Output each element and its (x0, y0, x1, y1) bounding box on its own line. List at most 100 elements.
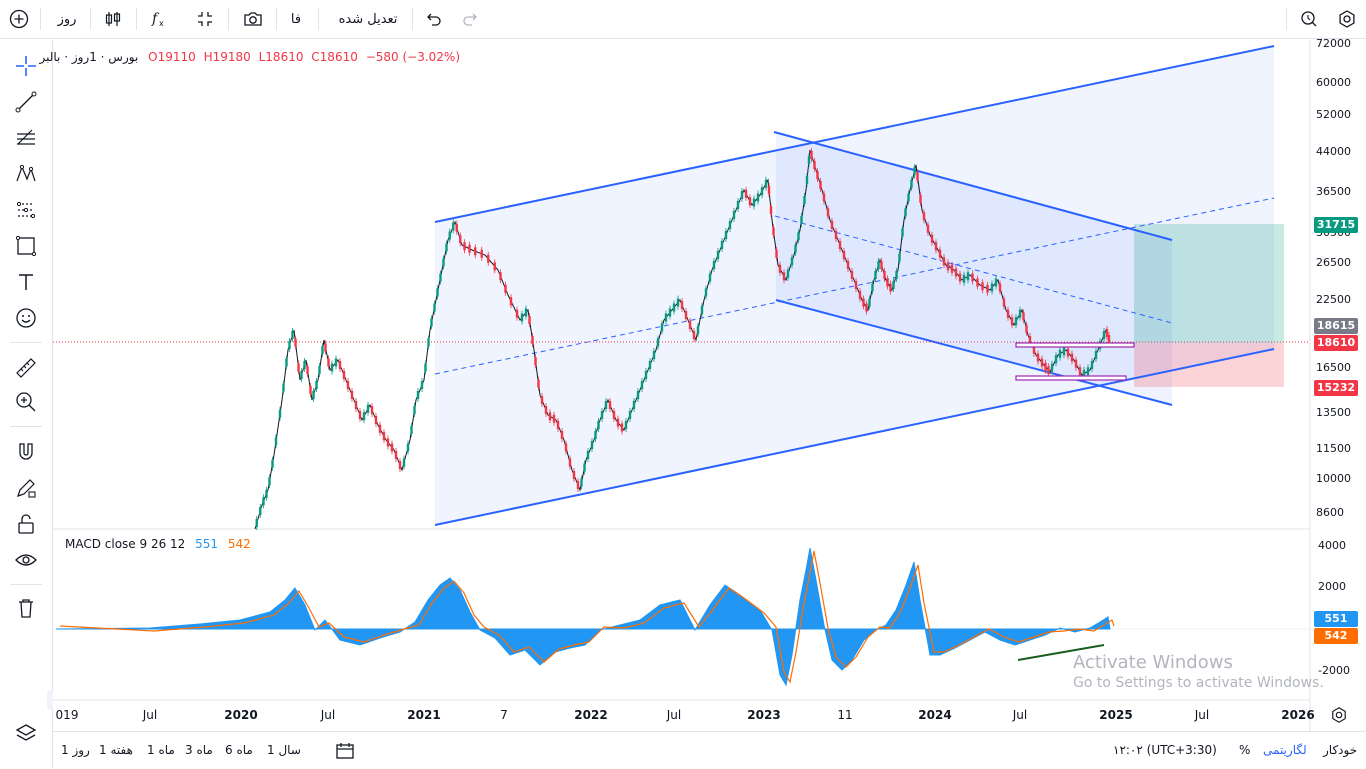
range-1d[interactable]: 1 روز (61, 743, 90, 757)
candle-body (1082, 369, 1086, 378)
candle-body (919, 194, 922, 203)
symbol-title[interactable]: بورس · 1روز · بالبر (39, 50, 139, 64)
candle-body (282, 383, 285, 392)
macd-title[interactable]: MACD close 9 26 12 (65, 537, 186, 551)
candle-body (597, 421, 600, 429)
adjusted-button[interactable]: تعدیل شده (332, 0, 404, 38)
candle-body (946, 262, 950, 271)
channel-mid-line (434, 197, 1275, 375)
candle-body (907, 193, 910, 202)
candle-body (416, 391, 420, 399)
timeframe-button[interactable]: روز (50, 0, 84, 38)
macd-axis-label: 4000 (1318, 539, 1346, 552)
candle-body (910, 179, 913, 188)
timezone-button[interactable]: ۱۲:۰۲ (UTC+3:30) (1113, 743, 1217, 757)
candle-body (858, 291, 862, 299)
candle-body (560, 431, 564, 439)
candle-body (889, 283, 892, 292)
macd-legend: MACD close 9 26 12 551 542 (65, 537, 251, 551)
object-tree-button[interactable] (8, 718, 44, 750)
candle-body (716, 251, 720, 259)
price-axis-label: 26500 (1316, 256, 1351, 269)
pencil-lock-icon (17, 479, 36, 498)
time-axis-label: 2020 (224, 708, 258, 722)
candle-body (439, 273, 442, 282)
text-tool[interactable] (8, 266, 44, 298)
auto-toggle[interactable]: خودکار (1323, 743, 1358, 757)
hide-drawings-tool[interactable] (8, 544, 44, 576)
candle-body (362, 412, 366, 421)
snapshot-button[interactable] (240, 0, 266, 38)
candle-body (942, 257, 946, 266)
candle-body (1006, 309, 1010, 318)
crosshair-tool[interactable] (8, 50, 44, 82)
candle-body (1066, 348, 1070, 357)
candle-body (656, 338, 660, 347)
redo-button[interactable] (458, 0, 484, 38)
lock-drawing-tool[interactable] (8, 472, 44, 504)
range-3m[interactable]: 3 ماه (185, 743, 213, 757)
percent-toggle[interactable]: % (1239, 743, 1251, 757)
quick-search-button[interactable] (1296, 0, 1322, 38)
settings-button[interactable] (1334, 0, 1360, 38)
candle-body (463, 242, 466, 251)
magnet-icon (19, 443, 33, 460)
pattern-tool[interactable] (8, 158, 44, 190)
range-1m[interactable]: 1 ماه (147, 743, 175, 757)
time-axis-label: 7 (500, 708, 508, 722)
log-toggle[interactable]: لگاریتمی (1263, 743, 1307, 757)
time-axis-label: 2025 (1099, 708, 1133, 722)
zoom-tool[interactable] (8, 386, 44, 418)
smiley-icon (16, 308, 36, 328)
magnet-tool[interactable] (8, 436, 44, 468)
prediction-tool[interactable] (8, 194, 44, 226)
watermark-subtitle: Go to Settings to activate Windows. (1073, 675, 1324, 691)
measure-tool[interactable] (8, 352, 44, 384)
desc-channel-upper-line[interactable] (773, 131, 1173, 241)
candle-body (871, 283, 874, 292)
candle-body (938, 249, 942, 258)
macd-axis-label: 2000 (1318, 580, 1346, 593)
shapes-tool[interactable] (8, 230, 44, 262)
compare-button[interactable] (192, 0, 218, 38)
candle-body (712, 261, 716, 269)
support-box-upper[interactable] (1015, 342, 1135, 348)
range-1y[interactable]: 1 سال (267, 743, 301, 757)
candle-body (318, 366, 321, 374)
lock-all-tool[interactable] (8, 508, 44, 540)
channel-lower-line[interactable] (434, 348, 1275, 526)
remove-drawings-tool[interactable] (8, 592, 44, 624)
range-6m[interactable]: 6 ماه (225, 743, 253, 757)
candle-body (886, 278, 889, 287)
range-1w[interactable]: 1 هفته (99, 743, 133, 757)
candle-body (764, 179, 768, 188)
support-box-lower[interactable] (1015, 375, 1127, 381)
add-symbol-button[interactable] (6, 0, 32, 38)
candle-body (916, 172, 919, 181)
svg-text:f: f (151, 11, 160, 27)
divergence-line[interactable] (1017, 644, 1105, 661)
undo-button[interactable] (420, 0, 446, 38)
date-range-button[interactable] (335, 732, 355, 768)
fib-tool[interactable] (8, 122, 44, 154)
camera-icon (244, 12, 262, 26)
candle-body (868, 298, 871, 307)
candle-body (782, 272, 786, 281)
candle-body (515, 309, 519, 318)
candle-body (474, 247, 477, 256)
chart-type-button[interactable] (100, 0, 126, 38)
trend-line-tool[interactable] (8, 86, 44, 118)
axis-settings-button[interactable] (1330, 706, 1348, 727)
emoji-tool[interactable] (8, 302, 44, 334)
desc-channel-lower-line[interactable] (775, 299, 1173, 406)
candle-body (1090, 361, 1094, 369)
language-button[interactable]: فا (284, 0, 308, 38)
pane-collapse-handle[interactable] (47, 690, 53, 710)
channel-upper-line[interactable] (434, 45, 1275, 223)
candle-body (1050, 363, 1054, 372)
ohlc-low: L18610 (258, 50, 304, 64)
last-price-tag: 18610 (1314, 335, 1358, 351)
candle-body (259, 507, 262, 515)
